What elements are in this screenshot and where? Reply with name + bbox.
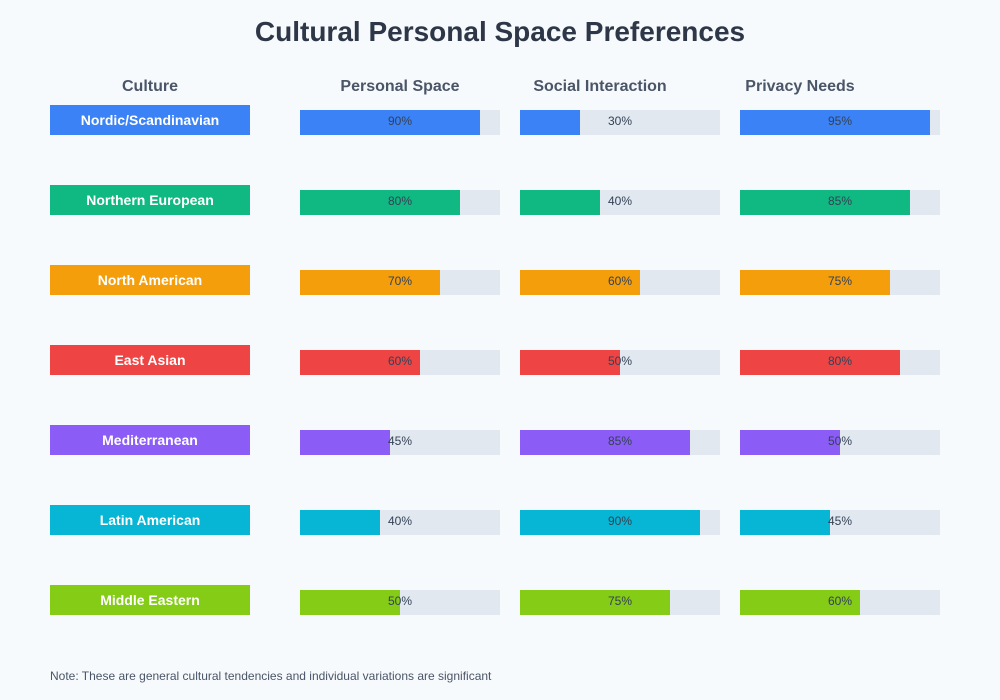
value-label: 90% — [388, 114, 412, 128]
value-label: 50% — [828, 434, 852, 448]
value-label: 80% — [388, 194, 412, 208]
bar-privacy-needs — [740, 350, 900, 375]
bar-personal-space — [300, 190, 460, 215]
bar-personal-space — [300, 430, 390, 455]
bar-social-interaction — [520, 350, 620, 375]
chart-title: Cultural Personal Space Preferences — [255, 16, 745, 47]
culture-row: North American 70% 60% 75% — [50, 265, 940, 295]
bar-social-interaction — [520, 590, 670, 615]
culture-row: Nordic/Scandinavian 90% 30% 95% — [50, 105, 940, 135]
value-label: 90% — [608, 514, 632, 528]
culture-row: Northern European 80% 40% 85% — [50, 185, 940, 215]
culture-label-box — [50, 265, 250, 295]
header-culture: Culture — [122, 78, 178, 95]
culture-label-box — [50, 345, 250, 375]
value-label: 75% — [828, 274, 852, 288]
culture-row: Mediterranean 45% 85% 50% — [50, 425, 940, 455]
culture-label: East Asian — [114, 352, 185, 368]
culture-label: Middle Eastern — [100, 592, 200, 608]
culture-label: Latin American — [100, 512, 201, 528]
value-label: 50% — [608, 354, 632, 368]
bar-personal-space — [300, 590, 400, 615]
value-label: 80% — [828, 354, 852, 368]
value-label: 60% — [608, 274, 632, 288]
bar-personal-space — [300, 270, 440, 295]
bar-social-interaction — [520, 510, 700, 535]
header-social-interaction: Social Interaction — [533, 78, 666, 95]
value-label: 50% — [388, 594, 412, 608]
bar-personal-space — [300, 510, 380, 535]
culture-label: Mediterranean — [102, 432, 198, 448]
value-label: 75% — [608, 594, 632, 608]
value-label: 45% — [828, 514, 852, 528]
culture-row: Middle Eastern 50% 75% 60% — [50, 585, 940, 615]
culture-label-box — [50, 105, 250, 135]
value-label: 95% — [828, 114, 852, 128]
bar-privacy-needs — [740, 110, 930, 135]
bar-social-interaction — [520, 110, 580, 135]
value-label: 85% — [828, 194, 852, 208]
bar-social-interaction — [520, 270, 640, 295]
value-label: 45% — [388, 434, 412, 448]
bar-privacy-needs — [740, 510, 830, 535]
header-personal-space: Personal Space — [340, 78, 459, 95]
value-label: 40% — [608, 194, 632, 208]
culture-label-box — [50, 585, 250, 615]
culture-row: Latin American 40% 90% 45% — [50, 505, 940, 535]
value-label: 60% — [388, 354, 412, 368]
culture-label: North American — [98, 272, 203, 288]
header-privacy-needs: Privacy Needs — [745, 78, 855, 95]
value-label: 30% — [608, 114, 632, 128]
bar-personal-space — [300, 350, 420, 375]
value-label: 40% — [388, 514, 412, 528]
value-label: 60% — [828, 594, 852, 608]
bar-social-interaction — [520, 190, 600, 215]
bar-social-interaction — [520, 430, 690, 455]
value-label: 85% — [608, 434, 632, 448]
culture-row: East Asian 60% 50% 80% — [50, 345, 940, 375]
culture-label: Nordic/Scandinavian — [81, 112, 219, 128]
culture-label-box — [50, 425, 250, 455]
culture-label: Northern European — [86, 192, 214, 208]
bar-privacy-needs — [740, 590, 860, 615]
culture-label-box — [50, 505, 250, 535]
bar-privacy-needs — [740, 190, 910, 215]
bar-personal-space — [300, 110, 480, 135]
value-label: 70% — [388, 274, 412, 288]
culture-label-box — [50, 185, 250, 215]
bar-privacy-needs — [740, 270, 890, 295]
bar-privacy-needs — [740, 430, 840, 455]
footnote: Note: These are general cultural tendenc… — [50, 669, 492, 683]
